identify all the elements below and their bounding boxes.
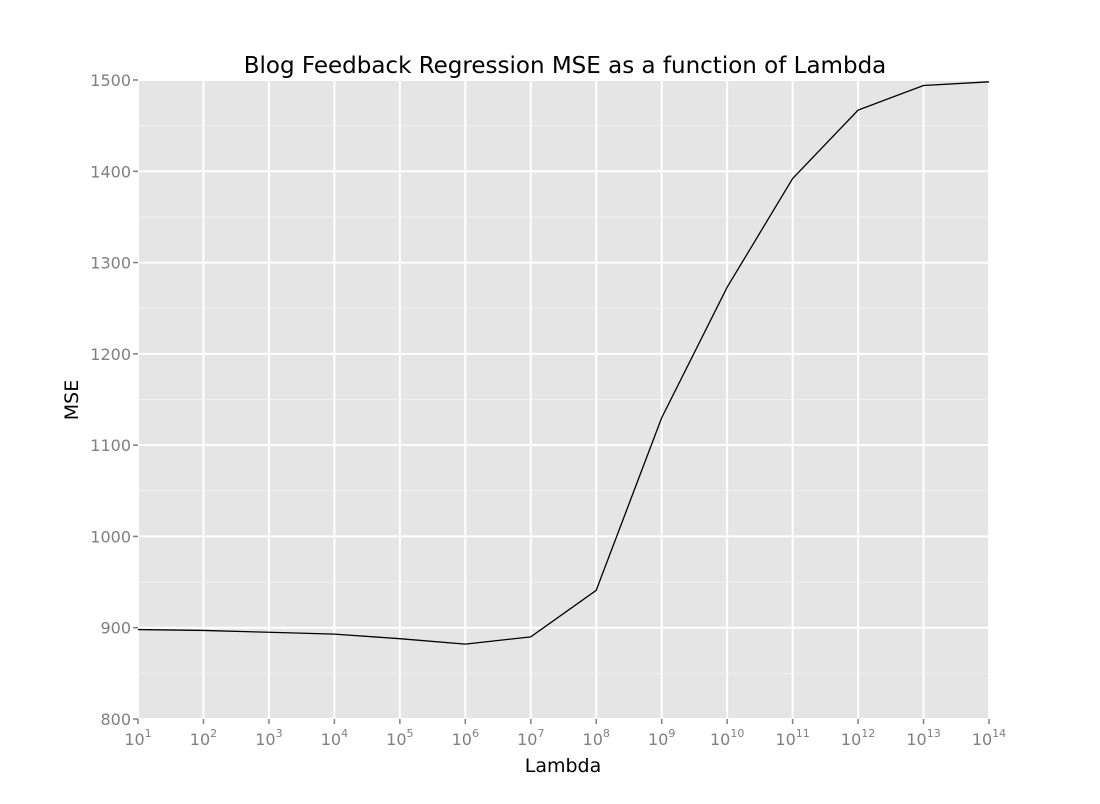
x-tick-label: 101 — [124, 727, 151, 749]
y-tick-label: 1100 — [90, 436, 131, 455]
x-tick-label: 102 — [190, 727, 217, 749]
x-tick-label: 106 — [452, 727, 479, 749]
x-tick-label: 1011 — [775, 727, 809, 749]
x-tick-label: 103 — [255, 727, 282, 749]
y-tick-label: 1500 — [90, 71, 131, 90]
y-tick-label: 900 — [100, 619, 131, 638]
y-tick-label: 1400 — [90, 162, 131, 181]
x-tick-label: 1010 — [710, 727, 744, 749]
x-tick-label: 1013 — [906, 727, 940, 749]
x-tick-label: 1012 — [841, 727, 875, 749]
x-axis-label: Lambda — [525, 755, 602, 777]
x-tick-label: 107 — [517, 727, 544, 749]
y-tick-label: 1200 — [90, 345, 131, 364]
y-tick-label: 1300 — [90, 254, 131, 273]
x-tick-label: 108 — [583, 727, 610, 749]
x-axis: 101 102 103 104 105 106 107 108 109 1010 1011 1012 1… — [124, 719, 1006, 749]
x-tick-label: 104 — [321, 727, 348, 749]
x-tick-label: 109 — [648, 727, 675, 749]
y-axis: 800 900 1000 1100 1200 1300 1400 1500 — [90, 71, 138, 729]
x-tick-label: 1014 — [972, 727, 1006, 749]
y-tick-label: 800 — [100, 710, 131, 729]
x-tick-label: 105 — [386, 727, 413, 749]
y-tick-label: 1000 — [90, 527, 131, 546]
chart-title: Blog Feedback Regression MSE as a functi… — [244, 53, 887, 79]
y-axis-label: MSE — [61, 380, 83, 420]
